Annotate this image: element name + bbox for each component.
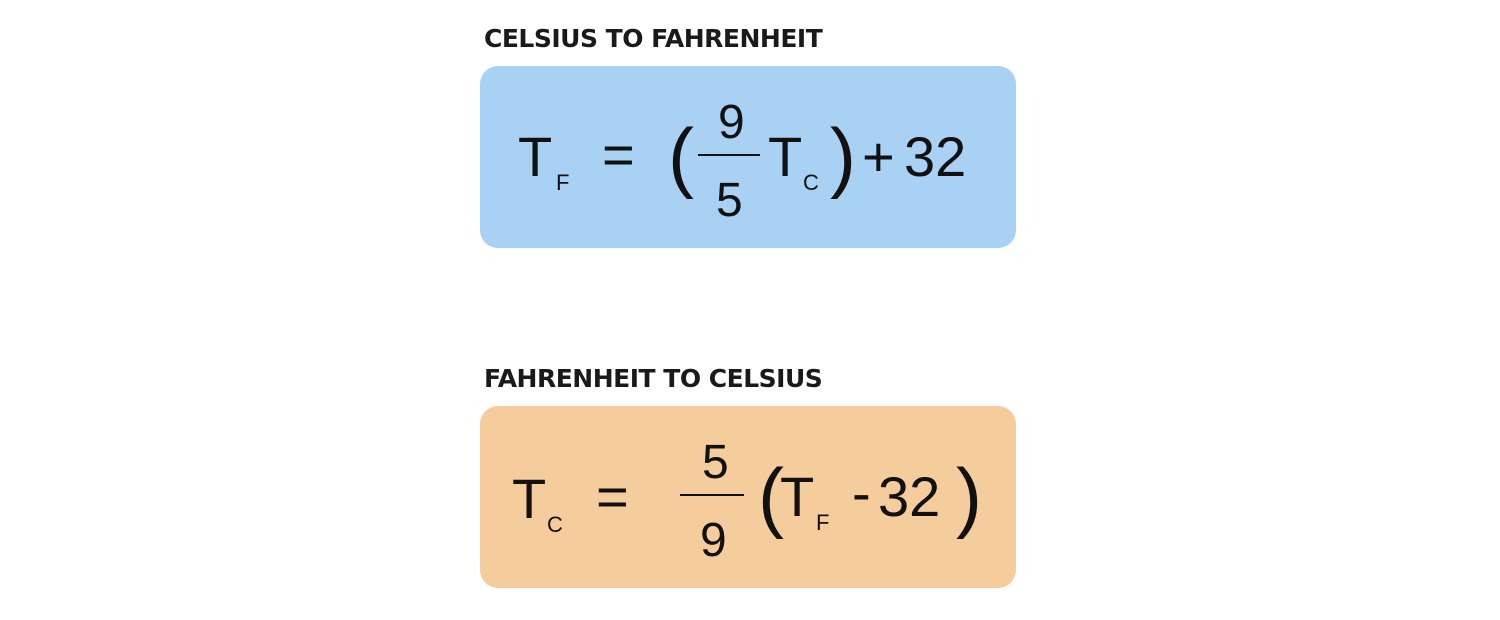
fahrenheit-to-celsius-card: T C = 5 9 ( T F - 32 ): [480, 406, 1016, 588]
plus-sign: +: [862, 125, 895, 188]
term-variable: T: [780, 465, 814, 528]
fraction-numerator: 9: [718, 96, 745, 149]
term-subscript: F: [816, 510, 829, 535]
open-paren: (: [758, 452, 784, 540]
close-paren: ): [956, 452, 982, 540]
lhs-variable: T: [518, 125, 552, 188]
fraction-numerator: 5: [702, 436, 729, 489]
term-variable: T: [768, 125, 802, 188]
fahrenheit-to-celsius-formula: T C = 5 9 ( T F - 32 ): [512, 436, 982, 567]
fraction-denominator: 9: [700, 514, 727, 567]
constant-value: 32: [904, 125, 966, 188]
lhs-variable: T: [512, 467, 546, 530]
minus-sign: -: [852, 461, 871, 524]
fahrenheit-to-celsius-title: FAHRENHEIT TO CELSIUS: [484, 364, 823, 393]
equals-sign: =: [596, 465, 629, 528]
lhs-subscript: F: [556, 170, 569, 195]
celsius-to-fahrenheit-title: CELSIUS TO FAHRENHEIT: [484, 24, 823, 53]
close-paren: ): [830, 112, 856, 200]
constant-value: 32: [878, 465, 940, 528]
term-subscript: C: [803, 170, 819, 195]
lhs-subscript: C: [547, 512, 563, 537]
equals-sign: =: [602, 123, 635, 186]
celsius-to-fahrenheit-card: T F = ( 9 5 T C ) + 32: [480, 66, 1016, 248]
fraction-denominator: 5: [716, 174, 743, 227]
open-paren: (: [668, 112, 694, 200]
celsius-to-fahrenheit-formula: T F = ( 9 5 T C ) + 32: [518, 96, 966, 227]
